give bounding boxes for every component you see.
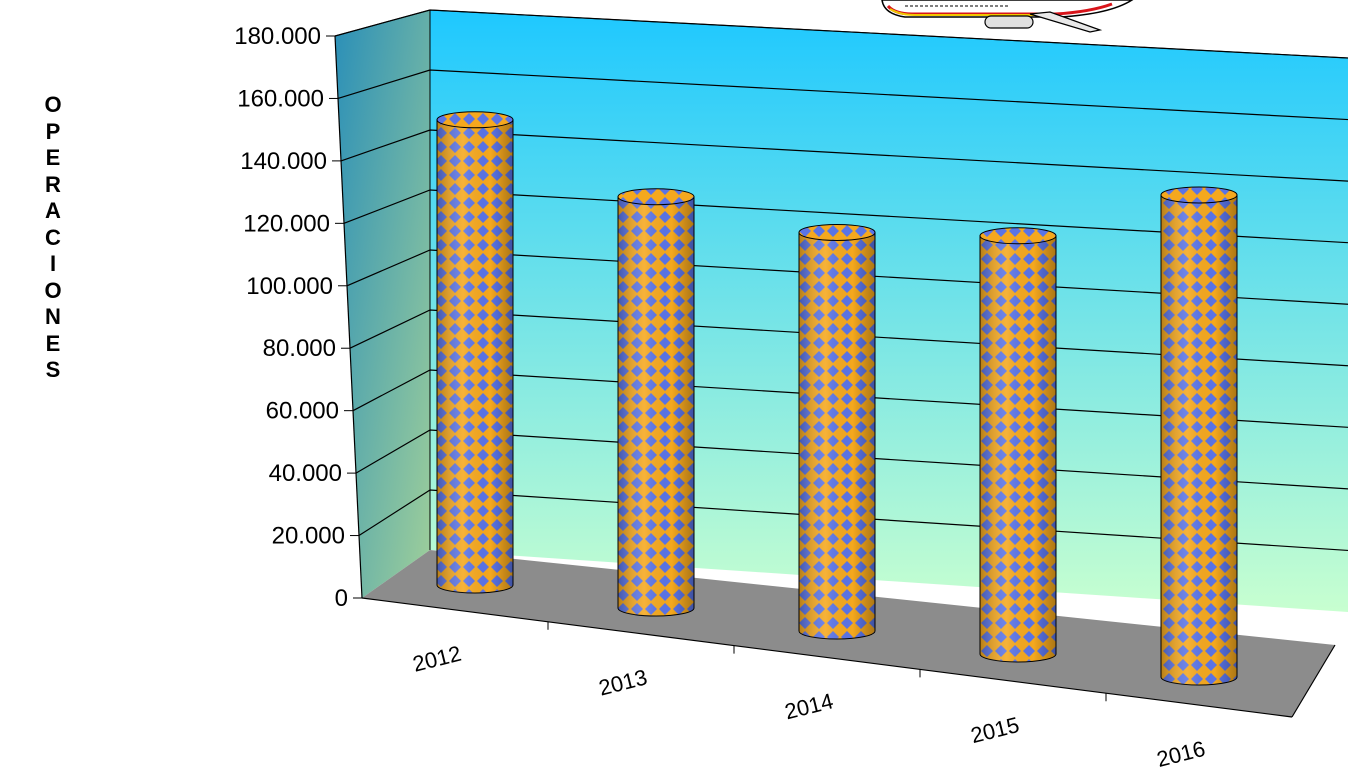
y-axis-label-letter: R <box>45 171 61 197</box>
chart-x-axis-line <box>361 597 1293 718</box>
bar-shade <box>437 119 513 594</box>
chart-floor-right-edge <box>1291 644 1336 718</box>
bar-shade <box>980 235 1056 662</box>
y-axis-label-letter: S <box>45 357 61 382</box>
x-tick-label: 2013 <box>596 664 650 700</box>
bar-2015 <box>979 227 1057 663</box>
y-tick-label: 180.000 <box>234 23 321 50</box>
y-tick-label: 140.000 <box>240 148 327 175</box>
bar-2014 <box>798 223 876 640</box>
bar-2016 <box>1160 186 1238 686</box>
y-axis-label-letter: C <box>45 224 61 250</box>
y-tick-label: 20.000 <box>272 523 345 550</box>
y-axis-label-letter: A <box>45 198 61 223</box>
bar-top <box>617 188 695 206</box>
y-axis-label-letter: O <box>44 92 62 117</box>
y-tick-label: 100.000 <box>246 273 333 300</box>
bar-2012 <box>436 111 514 594</box>
x-tick-label: 2012 <box>410 641 464 677</box>
y-tick-label: 160.000 <box>237 85 324 112</box>
y-axis-label-letter: O <box>44 277 62 303</box>
y-tick-label: 60.000 <box>266 398 339 425</box>
y-axis-label-letter: E <box>45 330 61 356</box>
y-tick-label: 120.000 <box>243 210 330 237</box>
bar-shade <box>618 196 694 616</box>
bar-top <box>979 227 1057 245</box>
x-tick-label: 2015 <box>968 712 1022 748</box>
x-tick-label: 2014 <box>782 688 836 724</box>
y-tick-label: 40.000 <box>269 460 342 487</box>
chart-y-axis-line <box>334 35 363 599</box>
bar-shade <box>799 232 875 639</box>
airplane-icon <box>881 0 1134 33</box>
bar-top <box>798 223 876 241</box>
y-axis-label-letter: I <box>49 251 57 276</box>
y-axis-label-letter: P <box>45 118 61 144</box>
gridline <box>340 129 1348 182</box>
bar-top <box>1160 186 1238 204</box>
gridline <box>343 189 1348 244</box>
gridline <box>337 69 1348 121</box>
bar-shade <box>1161 194 1237 685</box>
x-tick-label: 2016 <box>1154 736 1208 768</box>
chart-side-wall <box>335 10 430 598</box>
y-axis-label-letter: N <box>45 304 61 329</box>
bar-2013 <box>617 188 695 617</box>
y-axis-label-letter: E <box>45 145 61 170</box>
gridline <box>334 9 1348 59</box>
y-tick-label: 0 <box>335 585 348 612</box>
bar-top <box>436 111 514 129</box>
y-tick-label: 80.000 <box>263 335 336 362</box>
